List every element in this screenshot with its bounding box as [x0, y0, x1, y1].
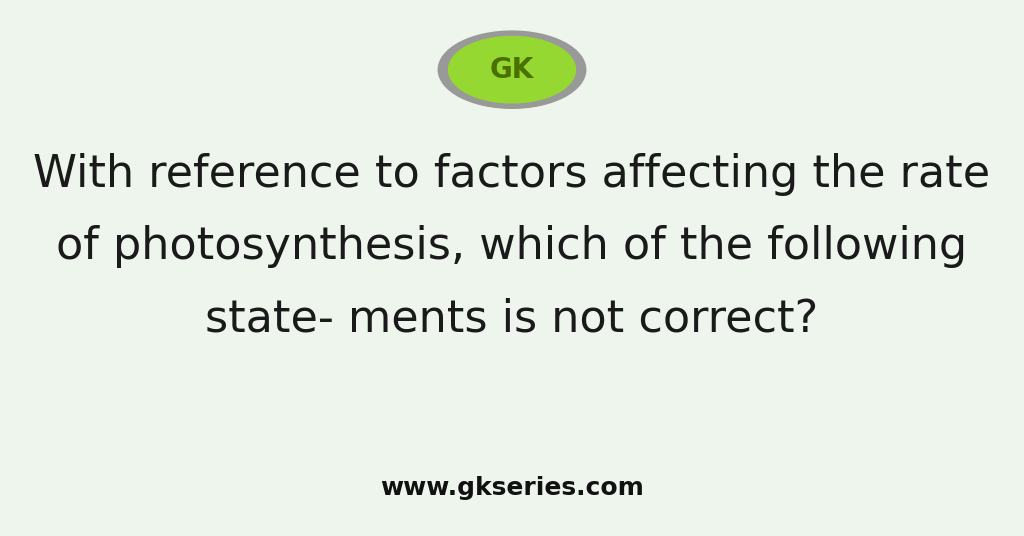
Circle shape [449, 36, 575, 103]
Text: GK: GK [489, 56, 535, 84]
Text: www.gkseries.com: www.gkseries.com [380, 476, 644, 500]
Text: of photosynthesis, which of the following: of photosynthesis, which of the followin… [56, 225, 968, 268]
Text: With reference to factors affecting the rate: With reference to factors affecting the … [34, 153, 990, 196]
Circle shape [438, 31, 586, 108]
Text: state- ments is not correct?: state- ments is not correct? [206, 297, 818, 340]
